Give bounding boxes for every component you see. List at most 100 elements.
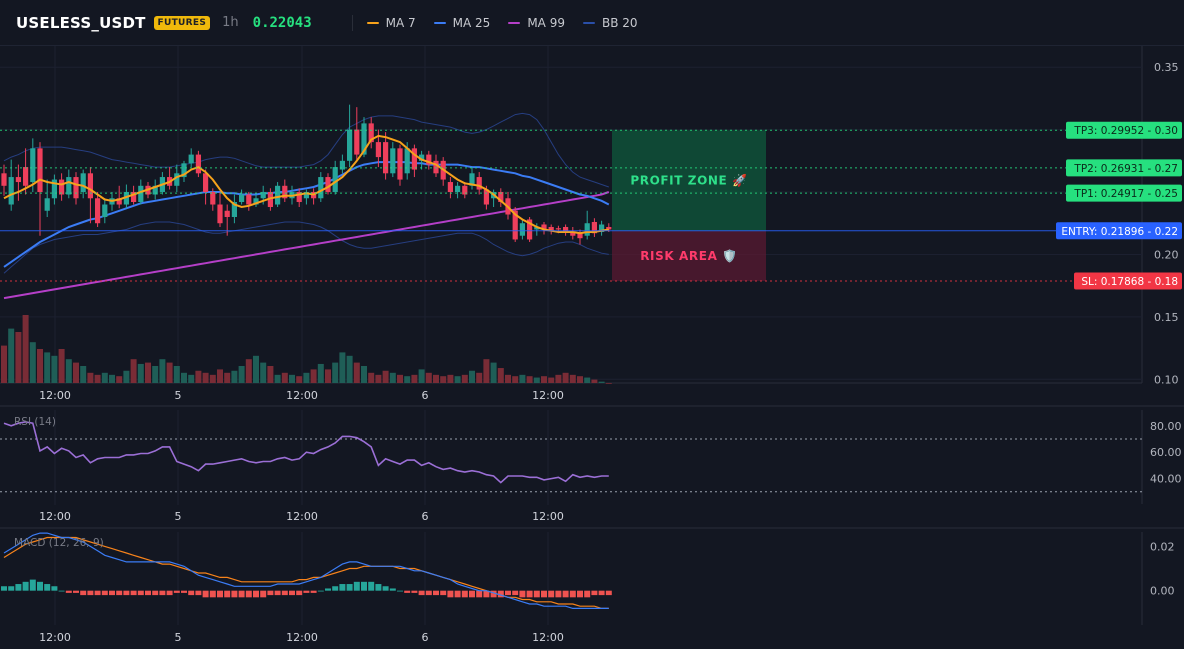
candle-up (30, 148, 36, 183)
macd-histogram-bar (152, 590, 159, 596)
candle-down (462, 185, 468, 195)
volume-bar (361, 366, 367, 383)
volume-bar (73, 362, 79, 383)
time-axis-tick: 5 (175, 631, 182, 644)
time-axis-tick: 12:00 (39, 631, 71, 644)
legend-swatch (582, 21, 595, 24)
macd-histogram-bar (548, 590, 555, 598)
macd-histogram-bar (454, 590, 461, 598)
macd-histogram-bar (533, 590, 540, 598)
time-axis-tick: 12:00 (532, 510, 564, 523)
legend-item-ma-25[interactable]: MA 25 (433, 16, 490, 30)
volume-bar (224, 372, 231, 383)
price-axis-tick: 0.10 (1154, 373, 1179, 386)
candle-up (469, 173, 475, 186)
volume-bar (418, 369, 425, 383)
volume-bar (375, 374, 382, 383)
volume-bar (584, 377, 591, 383)
rsi-title: RSI (14) (14, 416, 56, 428)
macd-histogram-bar (605, 590, 612, 596)
macd-histogram-bar (541, 590, 547, 598)
candle-down (296, 192, 302, 203)
ma99-line (3, 191, 610, 300)
volume-bar (310, 369, 317, 383)
level-tag-tp2 (1066, 159, 1182, 177)
candle-up (188, 154, 194, 164)
price-axis-tick: 0.20 (1154, 248, 1179, 261)
macd-pane: 0.02 0.00 MACD (12, 26, 9) 12:00 5 12:00 6 12:0… (1, 532, 1175, 644)
risk-zone (612, 230, 766, 282)
volume-bar (260, 362, 267, 383)
volume-bar (44, 352, 51, 383)
volume-bar (541, 376, 547, 383)
volume-bar (130, 359, 137, 383)
volume-bar (505, 374, 511, 383)
volume-bar (15, 332, 22, 383)
macd-histogram-bar (598, 590, 605, 596)
volume-bar (101, 372, 108, 383)
macd-histogram-bar (87, 590, 94, 596)
macd-histogram-bar (310, 590, 317, 593)
volume-bar (188, 374, 195, 383)
macd-histogram-bar (116, 590, 123, 596)
time-axis-tick: 12:00 (286, 631, 318, 644)
timeframe[interactable]: 1h (222, 15, 239, 30)
volume-bar (217, 369, 223, 383)
macd-histogram-bar (584, 590, 591, 598)
time-axis-tick: 12:00 (39, 510, 71, 523)
volume-bar (433, 374, 439, 383)
macd-histogram-bar (217, 590, 223, 598)
macd-histogram-bar (397, 590, 403, 592)
candle-up (332, 167, 338, 193)
macd-histogram-bar (166, 590, 173, 596)
volume-bar (562, 372, 569, 383)
candle-up (102, 204, 108, 217)
candle-down (1, 173, 7, 186)
macd-histogram-bar (325, 588, 331, 591)
macd-histogram-bar (569, 590, 576, 598)
macd-histogram-bar (44, 584, 51, 591)
candle-down (246, 194, 252, 205)
candle-down (498, 192, 504, 203)
legend-item-ma-7[interactable]: MA 7 (366, 16, 416, 30)
candle-up (599, 224, 605, 232)
volume-bar (202, 372, 209, 383)
chart-header: USELESS_USDT FUTURES 1h 0.22043 MA 7 MA 2… (0, 0, 1184, 46)
macd-histogram-bar (296, 590, 303, 596)
volume-bar (454, 376, 461, 383)
volume-bar (325, 369, 331, 383)
symbol-name[interactable]: USELESS_USDT (16, 13, 146, 32)
legend-item-bb-20[interactable]: BB 20 (582, 16, 638, 30)
macd-histogram-bar (245, 590, 252, 598)
candle-down (87, 173, 93, 199)
level-label-tp3: TP3: 0.29952 - 0.30 (1073, 125, 1178, 137)
candle-down (325, 177, 331, 193)
price-axis-tick: 0.35 (1154, 61, 1179, 74)
candle-up (519, 223, 525, 236)
volume-bar (533, 377, 540, 383)
volume-bar (123, 370, 130, 383)
volume-bar (22, 315, 29, 383)
candle-down (59, 179, 65, 195)
price-axis-tick: 0.15 (1154, 311, 1179, 324)
volume-bar (65, 359, 72, 383)
macd-histogram-bar (461, 590, 468, 598)
volume-bar (253, 355, 259, 383)
volume-bar (483, 359, 490, 383)
macd-histogram-bar (497, 590, 504, 598)
volume-bar (605, 383, 612, 384)
volume-bar (296, 376, 303, 383)
macd-histogram-bar (29, 579, 36, 591)
time-axis-tick: 12:00 (286, 510, 318, 523)
candle-down (37, 148, 43, 193)
candle-down (447, 182, 453, 193)
macd-histogram-bar (490, 590, 497, 598)
time-axis-tick: 6 (422, 389, 429, 402)
macd-line (3, 532, 609, 609)
volume-bar (159, 359, 166, 383)
macd-histogram-bar (289, 590, 295, 596)
legend-item-ma-99[interactable]: MA 99 (508, 16, 565, 30)
candle-down (426, 154, 432, 165)
volume-bar (267, 366, 274, 383)
